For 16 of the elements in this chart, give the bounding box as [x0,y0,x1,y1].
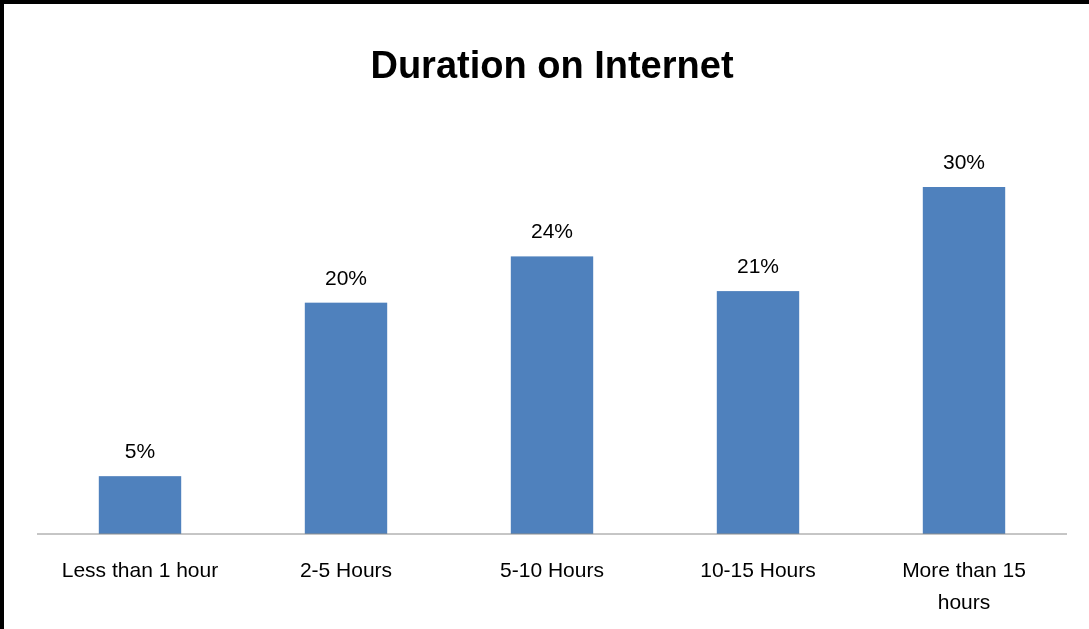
x-tick-label: 2-5 Hours [299,558,393,581]
data-label: 5% [124,439,156,463]
bar [510,256,594,534]
chart-title: Duration on Internet [370,44,734,86]
bar [716,291,800,534]
x-tick-label: 10-15 Hours [700,558,816,581]
bar [922,187,1006,534]
x-tick-label: More than 15 hours [902,558,1026,613]
data-label: 24% [530,219,574,243]
bar [304,302,388,534]
data-label: 21% [736,254,780,278]
data-label: 30% [942,150,986,173]
bar [98,476,182,534]
data-label: 20% [324,265,368,289]
x-tick-label: 5-10 Hours [500,558,604,581]
x-tick-label: Less than 1 hour [61,558,219,581]
